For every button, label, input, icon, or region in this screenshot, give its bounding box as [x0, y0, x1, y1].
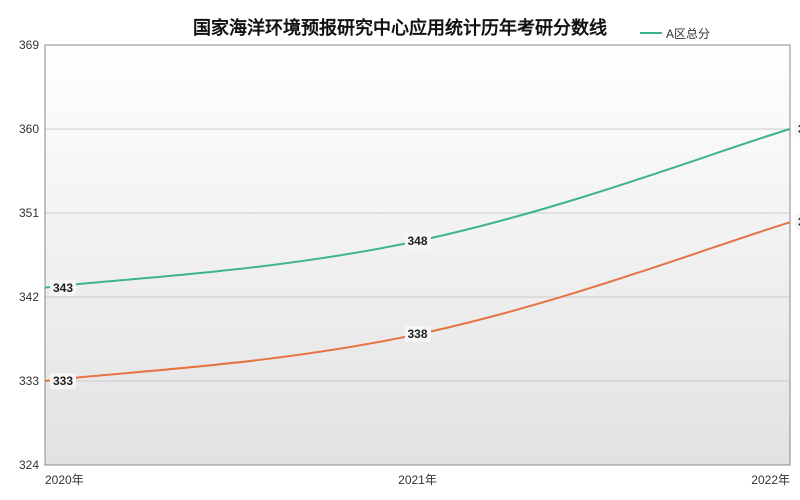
plot-svg — [45, 45, 790, 465]
legend-item-a: A区总分 — [640, 24, 710, 42]
data-label: 343 — [50, 280, 76, 296]
legend-swatch-a — [640, 32, 662, 34]
x-tick-label: 2020年 — [45, 471, 84, 488]
x-tick-label: 2022年 — [751, 471, 790, 488]
legend-label-a: A区总分 — [666, 25, 710, 42]
y-tick-label: 333 — [19, 374, 39, 388]
y-tick-label: 369 — [19, 38, 39, 52]
data-label: 348 — [404, 233, 430, 249]
plot-area: 3243333423513603692020年2021年2022年3433483… — [45, 45, 790, 465]
data-label: 360 — [795, 121, 800, 137]
y-tick-label: 351 — [19, 206, 39, 220]
chart-container: 国家海洋环境预报研究中心应用统计历年考研分数线 A区总分 B区总分 324333… — [0, 0, 800, 500]
y-tick-label: 360 — [19, 122, 39, 136]
data-label: 338 — [404, 326, 430, 342]
y-tick-label: 324 — [19, 458, 39, 472]
data-label: 350 — [795, 214, 800, 230]
x-tick-label: 2021年 — [398, 471, 437, 488]
y-tick-label: 342 — [19, 290, 39, 304]
data-label: 333 — [50, 373, 76, 389]
